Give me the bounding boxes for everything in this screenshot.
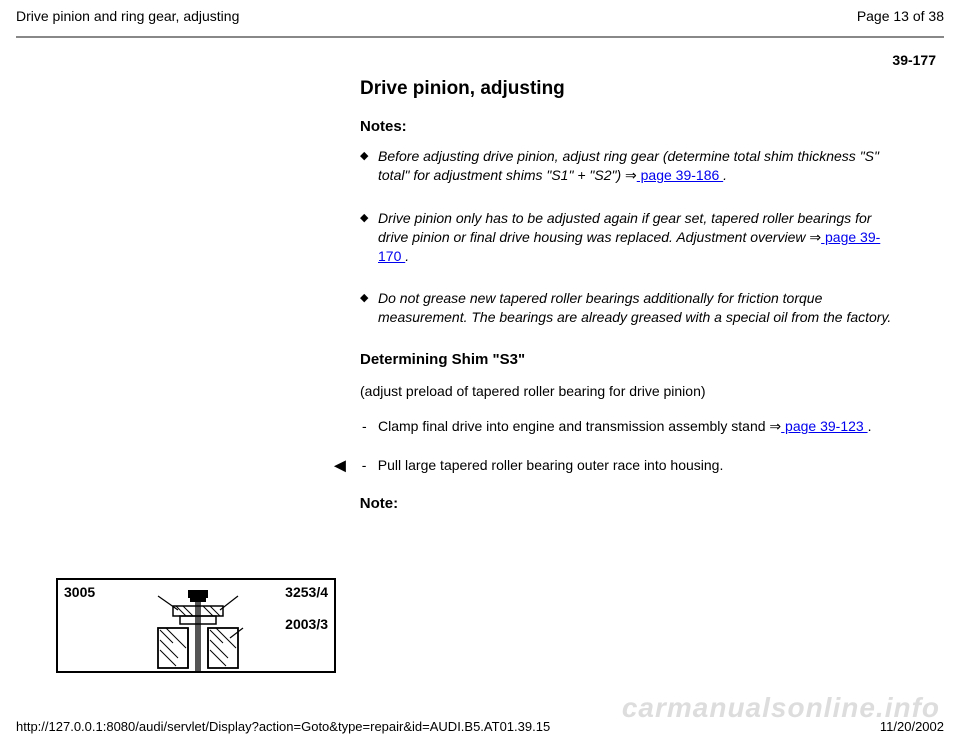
- note-text-after: .: [405, 248, 409, 264]
- indicator-arrow-icon: ◄: [330, 456, 350, 476]
- step-list-2: Pull large tapered roller bearing outer …: [360, 456, 900, 475]
- page-link[interactable]: page 39-186: [637, 167, 723, 183]
- step-text-after: .: [868, 418, 872, 434]
- step-arrow: ⇒: [769, 418, 781, 434]
- header-title: Drive pinion and ring gear, adjusting: [16, 8, 239, 24]
- note-text-after: .: [723, 167, 727, 183]
- main-heading: Drive pinion, adjusting: [360, 78, 900, 100]
- note-text: Drive pinion only has to be adjusted aga…: [378, 210, 871, 245]
- page-number: 39-177: [0, 38, 960, 78]
- figure-label-3005: 3005: [64, 584, 95, 600]
- note-item: Do not grease new tapered roller bearing…: [360, 289, 900, 327]
- notes-label: Notes:: [360, 118, 900, 135]
- sub-heading: Determining Shim "S3": [360, 351, 900, 368]
- figure-label-2003: 2003/3: [285, 616, 328, 632]
- mechanical-diagram-icon: [118, 588, 278, 673]
- note-text: Do not grease new tapered roller bearing…: [378, 290, 891, 325]
- technical-figure: 3005 3253/4 2003/3: [56, 578, 336, 673]
- note-arrow: ⇒: [625, 167, 637, 183]
- step-item: Pull large tapered roller bearing outer …: [360, 456, 900, 475]
- step-text: Pull large tapered roller bearing outer …: [378, 457, 724, 473]
- header-page-info: Page 13 of 38: [857, 8, 944, 24]
- note-item: Drive pinion only has to be adjusted aga…: [360, 209, 900, 266]
- footer-url: http://127.0.0.1:8080/audi/servlet/Displ…: [16, 719, 550, 734]
- note-item: Before adjusting drive pinion, adjust ri…: [360, 147, 900, 185]
- note-arrow: ⇒: [809, 229, 821, 245]
- page-link[interactable]: page 39-123: [781, 418, 867, 434]
- figure-label-3253: 3253/4: [285, 584, 328, 600]
- note2-label: Note:: [360, 495, 900, 512]
- notes-list: Before adjusting drive pinion, adjust ri…: [360, 147, 900, 327]
- footer-date: 11/20/2002: [880, 719, 944, 734]
- sub-text: (adjust preload of tapered roller bearin…: [360, 382, 900, 401]
- step-item: Clamp final drive into engine and transm…: [360, 417, 900, 436]
- step-list: Clamp final drive into engine and transm…: [360, 417, 900, 436]
- step-text: Clamp final drive into engine and transm…: [378, 418, 769, 434]
